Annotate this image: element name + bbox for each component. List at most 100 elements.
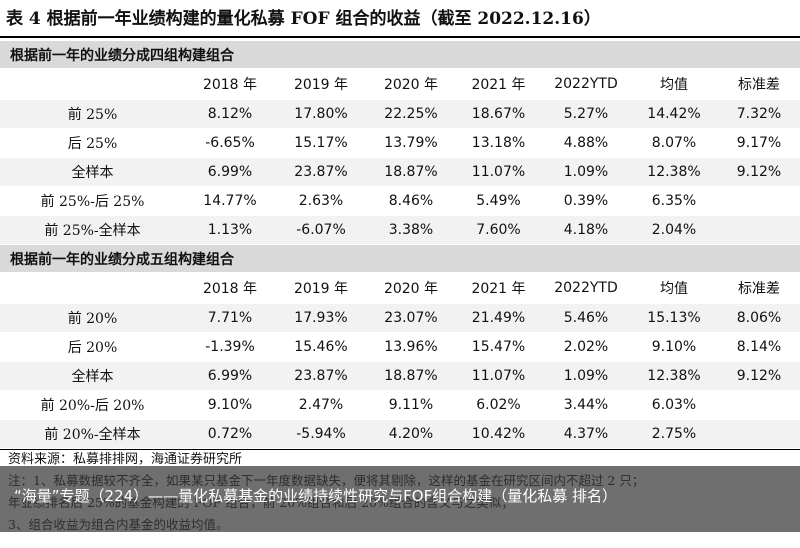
data-row: 前 25%-后 25% 14.77% 2.63% 8.46% 5.49% 0.39% 6.3…	[0, 186, 800, 216]
cell	[718, 186, 800, 216]
cell: 1.13%	[185, 215, 275, 245]
cell: 15.17%	[275, 128, 367, 158]
section-row: 根据前一年的业绩分成四组构建组合	[0, 41, 800, 69]
cell: 4.37%	[542, 419, 630, 449]
data-row: 全样本 6.99% 23.87% 18.87% 11.07% 1.09% 12.38% 9.1…	[0, 361, 800, 391]
row-label: 后 25%	[0, 128, 185, 158]
section-heading: 根据前一年的业绩分成五组构建组合	[0, 244, 800, 273]
data-row: 前 20%-全样本 0.72% -5.94% 4.20% 10.42% 4.37% 2.75…	[0, 419, 800, 449]
caption: “海量”专题（224）——量化私募基金的业绩持续性研究与FOF组合构建（量化私募…	[14, 487, 618, 505]
cell: 23.87%	[275, 361, 367, 391]
cell: 18.67%	[455, 99, 542, 129]
cell: 2.75%	[630, 419, 718, 449]
cell: 9.12%	[718, 361, 800, 391]
cell: 18.87%	[367, 361, 455, 391]
cell: 8.07%	[630, 128, 718, 158]
cell: 0.39%	[542, 186, 630, 216]
cell: 9.11%	[367, 390, 455, 420]
cell: 23.07%	[367, 303, 455, 333]
cell: 4.18%	[542, 215, 630, 245]
row-label: 前 25%-后 25%	[0, 186, 185, 216]
cell: -1.39%	[185, 332, 275, 362]
data-row: 后 25% -6.65% 15.17% 13.79% 13.18% 4.88% 8.07% 9…	[0, 128, 800, 158]
row-label: 前 20%	[0, 303, 185, 333]
cell: 22.25%	[367, 99, 455, 129]
data-row: 全样本 6.99% 23.87% 18.87% 11.07% 1.09% 12.38% 9.1…	[0, 157, 800, 187]
header-cell: 2018 年	[185, 68, 275, 100]
data-row: 前 25%-全样本 1.13% -6.07% 3.38% 7.60% 4.18% 2.04%	[0, 215, 800, 245]
header-cell: 2022YTD	[542, 68, 630, 100]
data-row: 前 20% 7.71% 17.93% 23.07% 21.49% 5.46% 15.13% 8…	[0, 303, 800, 333]
header-cell: 2022YTD	[542, 272, 630, 304]
cell: 8.12%	[185, 99, 275, 129]
cell: 11.07%	[455, 361, 542, 391]
source: 资料来源：私募排排网，海通证券研究所	[0, 449, 800, 470]
cell: 5.46%	[542, 303, 630, 333]
cell: 1.09%	[542, 157, 630, 187]
cell	[718, 419, 800, 449]
row-label: 全样本	[0, 361, 185, 391]
header-row: 2018 年 2019 年 2020 年 2021 年 2022YTD 均值 标准差	[0, 68, 800, 100]
section-heading: 根据前一年的业绩分成四组构建组合	[0, 41, 800, 69]
row-label: 前 20%-后 20%	[0, 390, 185, 420]
header-cell: 均值	[630, 272, 718, 304]
cell: 2.04%	[630, 215, 718, 245]
header-cell: 2021 年	[455, 272, 542, 304]
cell: 0.72%	[185, 419, 275, 449]
header-cell: 标准差	[718, 272, 800, 304]
cell: 7.71%	[185, 303, 275, 333]
header-cell	[0, 272, 185, 304]
data-row: 后 20% -1.39% 15.46% 13.96% 15.47% 2.02% 9.10% 8…	[0, 332, 800, 362]
cell: 5.27%	[542, 99, 630, 129]
cell: 3.44%	[542, 390, 630, 420]
data-row: 前 25% 8.12% 17.80% 22.25% 18.67% 5.27% 14.42% 7…	[0, 99, 800, 129]
cell: 9.17%	[718, 128, 800, 158]
cell: 14.42%	[630, 99, 718, 129]
header-cell: 标准差	[718, 68, 800, 100]
cell: 18.87%	[367, 157, 455, 187]
cell: 4.20%	[367, 419, 455, 449]
cell: 17.80%	[275, 99, 367, 129]
header-cell	[0, 68, 185, 100]
cell: 6.99%	[185, 157, 275, 187]
returns-table: 根据前一年的业绩分成四组构建组合 2018 年 2019 年 2020 年 2021 年…	[0, 41, 800, 449]
cell: 11.07%	[455, 157, 542, 187]
cell: 8.06%	[718, 303, 800, 333]
cell: 12.38%	[630, 361, 718, 391]
header-cell: 2019 年	[275, 68, 367, 100]
header-cell: 2019 年	[275, 272, 367, 304]
cell: 15.13%	[630, 303, 718, 333]
cell: 12.38%	[630, 157, 718, 187]
cell: 23.87%	[275, 157, 367, 187]
row-label: 前 20%-全样本	[0, 419, 185, 449]
header-cell: 2021 年	[455, 68, 542, 100]
cell: 17.93%	[275, 303, 367, 333]
cell	[718, 215, 800, 245]
cell: 6.02%	[455, 390, 542, 420]
cell: 9.10%	[185, 390, 275, 420]
cell: 2.63%	[275, 186, 367, 216]
cell: 10.42%	[455, 419, 542, 449]
cell: -6.07%	[275, 215, 367, 245]
cell: 5.49%	[455, 186, 542, 216]
cell: 6.03%	[630, 390, 718, 420]
cell: 1.09%	[542, 361, 630, 391]
header-cell: 2018 年	[185, 272, 275, 304]
cell: 13.79%	[367, 128, 455, 158]
header-cell: 2020 年	[367, 272, 455, 304]
cell: 13.18%	[455, 128, 542, 158]
cell: 15.47%	[455, 332, 542, 362]
cell: 2.02%	[542, 332, 630, 362]
cell: 2.47%	[275, 390, 367, 420]
cell: 6.99%	[185, 361, 275, 391]
row-label: 全样本	[0, 157, 185, 187]
cell: 9.12%	[718, 157, 800, 187]
cell: 13.96%	[367, 332, 455, 362]
cell: 6.35%	[630, 186, 718, 216]
cell: 4.88%	[542, 128, 630, 158]
cell: 7.32%	[718, 99, 800, 129]
cell: 15.46%	[275, 332, 367, 362]
cell: 3.38%	[367, 215, 455, 245]
header-cell: 均值	[630, 68, 718, 100]
